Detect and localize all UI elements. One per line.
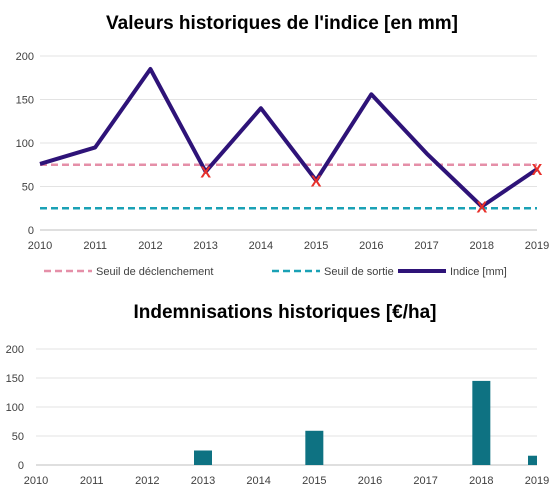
chart2-y-tick-label: 150 xyxy=(6,373,24,385)
chart1-x-tick-label: 2019 xyxy=(525,240,549,252)
chart2-x-axis: 2010 2011 2012 2013 2014 2015 2016 2017 2018 2019 xyxy=(24,475,549,487)
chart2-x-tick-label: 2011 xyxy=(80,475,104,487)
chart2-bars xyxy=(194,380,537,465)
chart2-y-tick-label: 100 xyxy=(6,402,24,414)
chart2-x-tick-label: 2019 xyxy=(525,475,549,487)
chart1-markers: X X X X xyxy=(200,162,542,216)
chart1-x-tick-label: 2017 xyxy=(414,240,438,252)
indemnity-history-chart: Indemnisations historiques [€/ha] 0 50 100… xyxy=(6,302,550,487)
legend-label-3: Indice [mm] xyxy=(450,266,507,278)
chart1-x-tick-label: 2014 xyxy=(249,240,273,252)
chart2-y-axis: 0 50 100 150 200 xyxy=(6,344,24,472)
chart2-bar-2018 xyxy=(472,380,491,465)
chart1-title: Valeurs historiques de l'indice [en mm] xyxy=(106,13,458,34)
chart2-title: Indemnisations historiques [€/ha] xyxy=(134,302,437,323)
chart2-bar-2013 xyxy=(194,450,212,465)
chart2-y-tick-label: 200 xyxy=(6,344,24,356)
chart2-x-tick-label: 2017 xyxy=(413,475,437,487)
chart1-x-tick-label: 2018 xyxy=(470,240,494,252)
chart2-bar-2019 xyxy=(528,455,537,465)
chart1-y-tick-label: 200 xyxy=(16,51,34,63)
chart2-y-tick-label: 0 xyxy=(18,460,24,472)
chart1-x-tick-label: 2016 xyxy=(359,240,383,252)
chart1-series-line-3 xyxy=(39,67,539,209)
chart1-x-axis: 2010 2011 2012 2013 2014 2015 2016 2017 2018 2019 xyxy=(28,240,549,252)
chart2-x-tick-label: 2018 xyxy=(469,475,493,487)
chart1-marker: X xyxy=(476,200,487,217)
legend-label-1: Seuil de déclenchement xyxy=(96,266,213,278)
chart1-y-axis: 0 50 100 150 200 xyxy=(16,51,34,237)
chart2-x-tick-label: 2014 xyxy=(246,475,270,487)
index-history-chart: Valeurs historiques de l'indice [en mm] … xyxy=(16,13,550,278)
chart1-x-tick-label: 2013 xyxy=(193,240,217,252)
chart1-x-tick-label: 2015 xyxy=(304,240,328,252)
chart1-series xyxy=(39,67,539,210)
chart1-marker: X xyxy=(532,162,543,179)
chart2-bar-2015 xyxy=(305,430,324,465)
chart2-gridlines xyxy=(36,348,537,466)
chart1-x-tick-label: 2011 xyxy=(83,240,107,252)
chart1-y-tick-label: 100 xyxy=(16,138,34,150)
chart2-x-tick-label: 2010 xyxy=(24,475,48,487)
chart1-y-tick-label: 50 xyxy=(22,182,34,194)
chart2-x-tick-label: 2012 xyxy=(135,475,159,487)
chart1-marker: X xyxy=(311,173,322,190)
chart2-x-tick-label: 2016 xyxy=(358,475,382,487)
chart1-y-tick-label: 0 xyxy=(28,225,34,237)
chart2-x-tick-label: 2015 xyxy=(302,475,326,487)
chart2-y-tick-label: 50 xyxy=(12,431,24,443)
chart1-marker: X xyxy=(200,165,211,182)
chart1-x-tick-label: 2012 xyxy=(138,240,162,252)
chart2-x-tick-label: 2013 xyxy=(191,475,215,487)
chart1-legend: Seuil de déclenchement Seuil de sortie Ind… xyxy=(44,266,507,278)
legend-label-2: Seuil de sortie xyxy=(324,266,394,278)
chart1-y-tick-label: 150 xyxy=(16,95,34,107)
chart1-x-tick-label: 2010 xyxy=(28,240,52,252)
